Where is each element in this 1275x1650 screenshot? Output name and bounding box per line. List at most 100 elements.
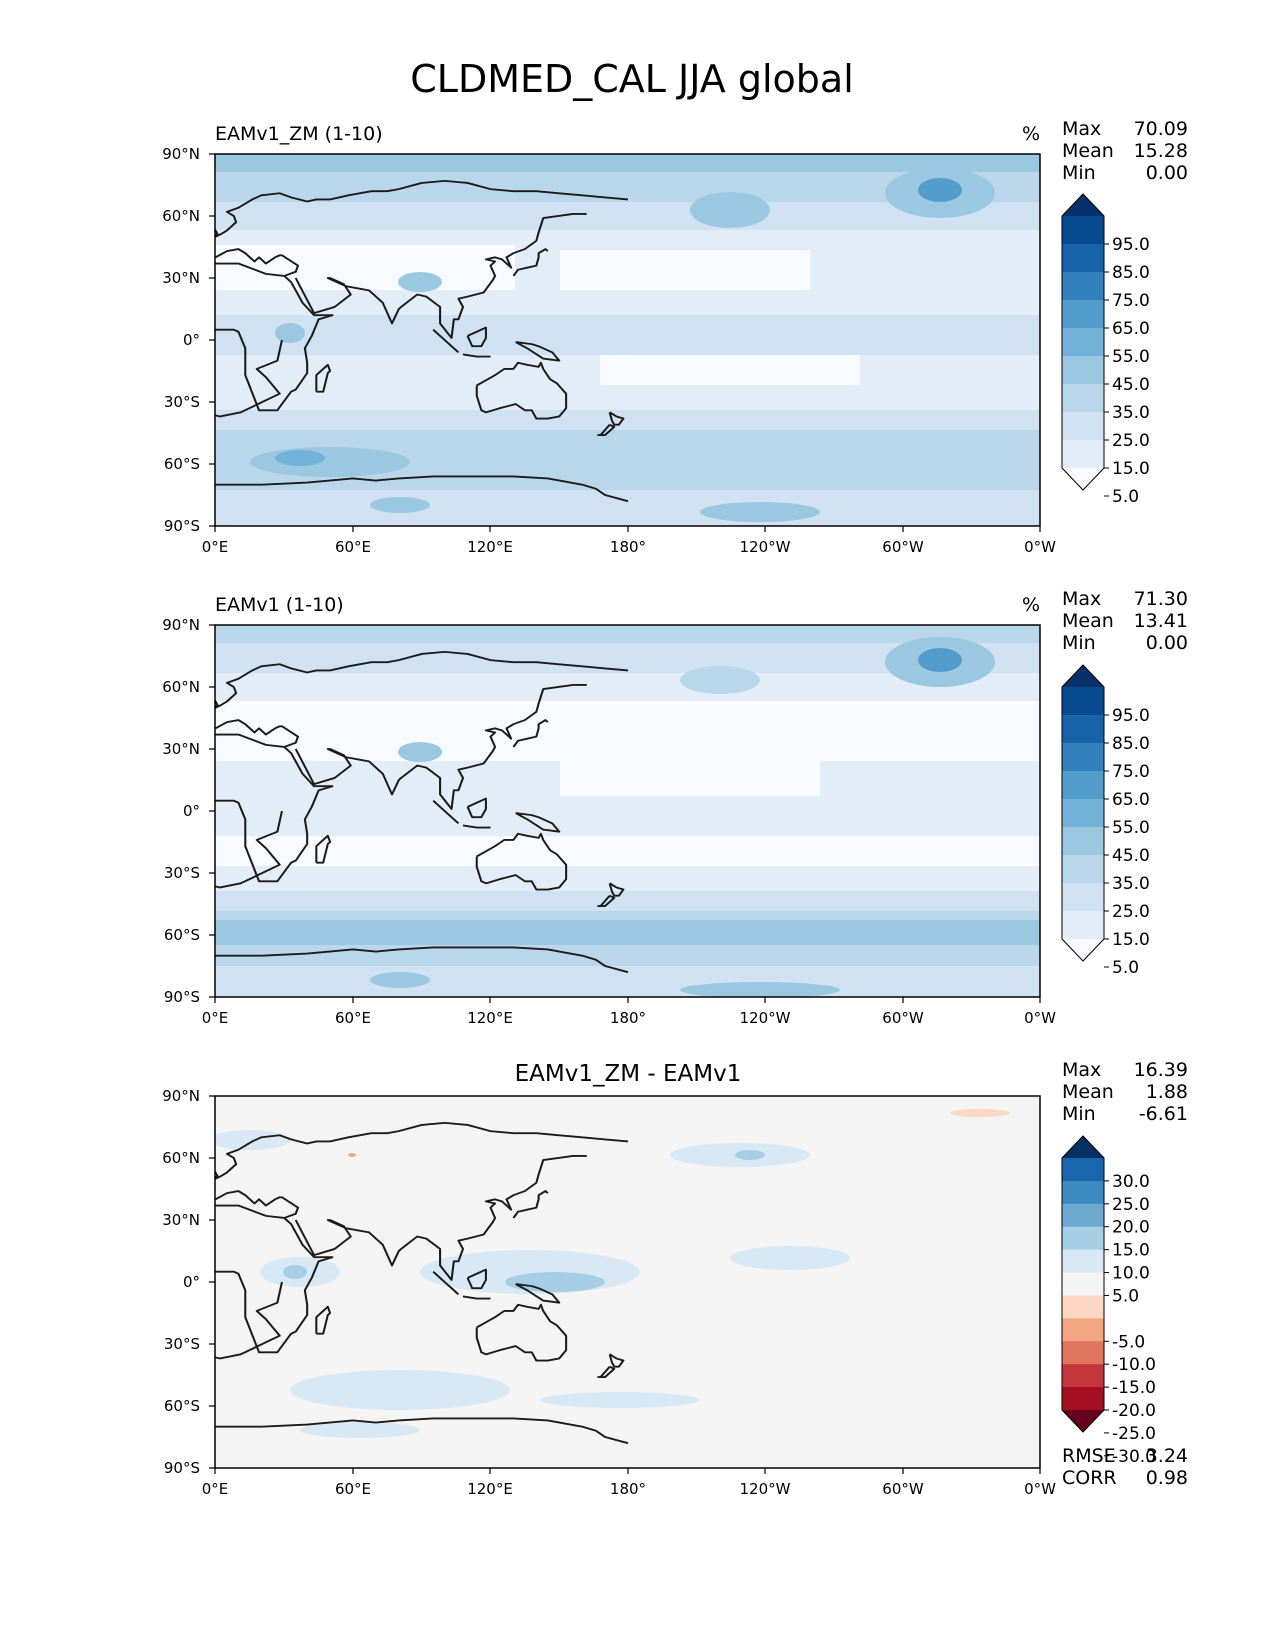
lon-tick: 120°W (740, 1009, 791, 1027)
map-field (215, 1096, 1040, 1468)
lat-tick: 60°S (164, 1397, 200, 1415)
colorbar-level (1062, 1180, 1104, 1205)
colorbar-level (1062, 911, 1104, 940)
colorbar-label: -10.0 (1112, 1355, 1156, 1375)
colorbar-level (1062, 827, 1104, 856)
units-label: % (1022, 123, 1040, 145)
lon-tick: 60°E (335, 1009, 371, 1027)
stat-value: 70.09 (1134, 118, 1188, 140)
colorbar-label: 15.0 (1112, 459, 1150, 479)
panel-0: EAMv1_ZM (1-10) % (162, 118, 1188, 556)
lon-tick: 0°W (1024, 538, 1056, 556)
lon-tick: 60°W (882, 538, 924, 556)
colorbar-label: 65.0 (1112, 790, 1150, 810)
stat-label: Min (1062, 632, 1096, 654)
colorbar-label: 95.0 (1112, 706, 1150, 726)
map-field (215, 154, 1040, 526)
stat-label: Min (1062, 1103, 1096, 1125)
panel-2: EAMv1_ZM - EAMv1 90°N 6 (162, 1059, 1188, 1498)
colorbar-level (1062, 1364, 1104, 1388)
lon-tick: 60°E (335, 1480, 371, 1498)
colorbar: 30.0 25.0 20.0 15.0 10.05.0 -5.0 -10.0 -15.0 -20… (1061, 1135, 1156, 1467)
stat-label: Mean (1062, 1081, 1114, 1103)
colorbar-level (1062, 1158, 1104, 1182)
colorbar-extend-bottom (1062, 939, 1104, 961)
lon-tick: 120°W (740, 538, 791, 556)
lat-tick: 30°N (162, 740, 200, 758)
colorbar-label: 55.0 (1112, 818, 1150, 838)
stats-block: Max 70.09 Mean 15.28 Min 0.00 (1062, 118, 1188, 184)
panel-1: EAMv1 (1-10) % (162, 588, 1188, 1027)
colorbar-label: 5.0 (1112, 958, 1139, 978)
lon-tick: 120°W (740, 1480, 791, 1498)
colorbar-level (1062, 300, 1104, 329)
colorbar-label: -20.0 (1112, 1401, 1156, 1421)
lat-tick: 0° (183, 331, 200, 349)
colorbar-level (1062, 1295, 1104, 1319)
colorbar-label: 35.0 (1112, 403, 1150, 423)
stat-value: 71.30 (1134, 588, 1188, 610)
lat-tick: 30°N (162, 269, 200, 287)
figure-title: CLDMED_CAL JJA global (410, 57, 854, 101)
colorbar-extend-bottom (1062, 468, 1104, 490)
colorbar-label: 55.0 (1112, 347, 1150, 367)
colorbar-level (1062, 1341, 1104, 1365)
lat-tick: 60°N (162, 1149, 200, 1167)
lat-tick: 30°S (164, 864, 200, 882)
colorbar-label: -15.0 (1112, 1378, 1156, 1398)
map-contours (215, 1109, 1010, 1438)
colorbar-label: 25.0 (1112, 431, 1150, 451)
lon-tick: 60°W (882, 1480, 924, 1498)
stat-label: Mean (1062, 610, 1114, 632)
lon-tick: 0°E (202, 1009, 229, 1027)
stat-value: 0.00 (1146, 632, 1188, 654)
lon-tick: 60°W (882, 1009, 924, 1027)
lon-tick: 120°E (467, 538, 513, 556)
lon-axis: 0°E 60°E 120°E 180° 120°W 60°W 0°W (202, 997, 1056, 1027)
colorbar-label: 15.0 (1112, 1241, 1150, 1261)
lat-tick: 90°S (164, 1459, 200, 1477)
lat-tick: 30°N (162, 1211, 200, 1229)
colorbar-level (1062, 743, 1104, 772)
colorbar-label: 25.0 (1112, 1195, 1150, 1215)
lat-tick: 60°S (164, 455, 200, 473)
map-contours (215, 625, 1040, 997)
units-label: % (1022, 594, 1040, 616)
colorbar-level (1062, 1203, 1104, 1228)
colorbar-label: 15.0 (1112, 930, 1150, 950)
lat-tick: 90°N (162, 1087, 200, 1105)
colorbar-label: 65.0 (1112, 319, 1150, 339)
colorbar-label: 45.0 (1112, 846, 1150, 866)
colorbar-label: -25.0 (1112, 1424, 1156, 1444)
colorbar-label: 5.0 (1112, 487, 1139, 507)
colorbar-label: 45.0 (1112, 375, 1150, 395)
colorbar-level (1062, 1387, 1104, 1411)
colorbar: 95.0 85.0 75.0 65.0 55.0 45.0 35.0 25.0 15.0 5.0 (1061, 664, 1150, 978)
lat-tick: 30°S (164, 1335, 200, 1353)
lon-tick: 120°E (467, 1480, 513, 1498)
lon-tick: 0°E (202, 538, 229, 556)
lat-tick: 30°S (164, 393, 200, 411)
panel-title: EAMv1_ZM - EAMv1 (515, 1061, 742, 1087)
lat-tick: 90°N (162, 145, 200, 163)
stat-label: Min (1062, 162, 1096, 184)
metric-value: 3.24 (1146, 1445, 1188, 1467)
colorbar-level (1062, 356, 1104, 385)
lat-tick: 0° (183, 802, 200, 820)
colorbar-level (1062, 412, 1104, 441)
colorbar-level (1062, 687, 1104, 716)
lon-tick: 0°E (202, 1480, 229, 1498)
stat-value: -6.61 (1139, 1103, 1188, 1125)
metrics-block: RMSE 3.24 CORR 0.98 (1062, 1445, 1188, 1489)
colorbar-level (1062, 328, 1104, 357)
colorbar-extend-top (1062, 1136, 1104, 1158)
stats-block: Max 16.39 Mean 1.88 Min -6.61 (1062, 1059, 1188, 1125)
colorbar-level (1062, 216, 1104, 245)
lon-tick: 0°W (1024, 1480, 1056, 1498)
stats-block: Max 71.30 Mean 13.41 Min 0.00 (1062, 588, 1188, 654)
lat-tick: 90°S (164, 517, 200, 535)
colorbar-label: 5.0 (1112, 1286, 1139, 1306)
lat-tick: 90°N (162, 616, 200, 634)
colorbar: 95.0 85.0 75.0 65.0 55.0 45.0 35.0 25.0 15.0 5.0 (1061, 193, 1150, 507)
lon-axis: 0°E 60°E 120°E 180° 120°W 60°W 0°W (202, 1468, 1056, 1498)
